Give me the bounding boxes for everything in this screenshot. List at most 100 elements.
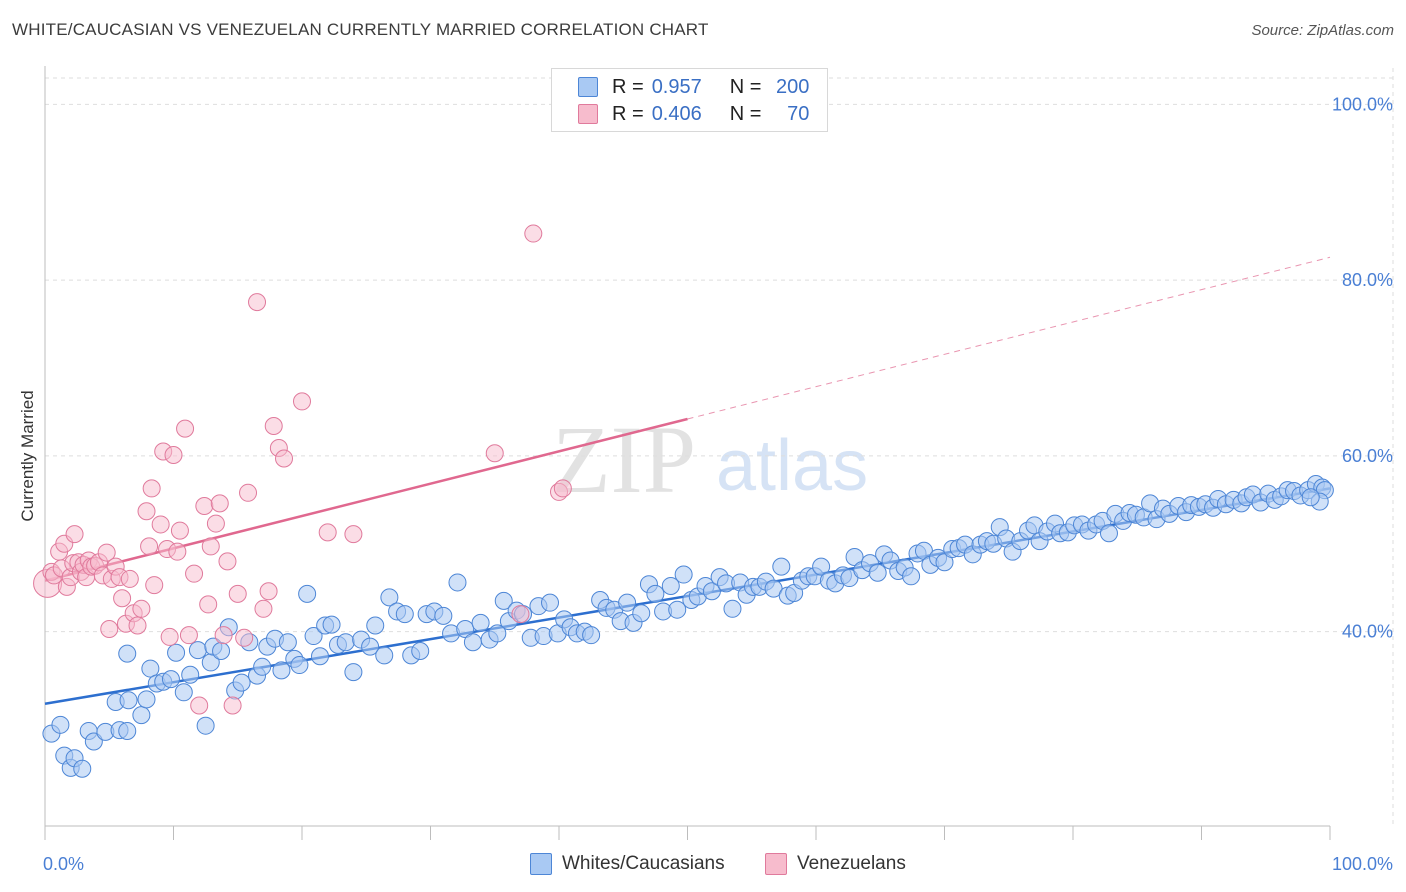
point-venezuelans xyxy=(179,626,198,645)
tick-labels: 40.0% 60.0% 80.0% 100.0% 0.0% 100.0% xyxy=(43,94,1393,874)
point-venezuelans xyxy=(206,514,225,533)
point-venezuelans xyxy=(214,626,233,645)
point-whites xyxy=(434,606,453,625)
chart-title: WHITE/CAUCASIAN VS VENEZUELAN CURRENTLY … xyxy=(12,20,709,39)
point-venezuelans xyxy=(485,444,504,463)
legend-swatch-pink xyxy=(578,104,598,124)
point-venezuelans xyxy=(132,599,151,618)
point-venezuelans xyxy=(524,224,543,243)
legend-n-label: N = xyxy=(729,102,762,125)
point-venezuelans xyxy=(100,620,119,639)
y-tick-label: 40.0% xyxy=(1342,622,1393,642)
point-whites xyxy=(310,647,329,666)
bottom-legend-swatch-pink xyxy=(765,853,787,875)
point-whites xyxy=(322,615,341,634)
point-venezuelans xyxy=(170,521,189,540)
y-tick-label: 60.0% xyxy=(1342,446,1393,466)
point-whites xyxy=(141,659,160,678)
point-venezuelans xyxy=(318,523,337,542)
point-venezuelans xyxy=(228,584,247,603)
point-whites xyxy=(632,604,651,623)
watermark-atlas: atlas xyxy=(716,426,868,506)
point-whites xyxy=(380,588,399,607)
point-whites xyxy=(375,646,394,665)
bottom-legend-venezuelans: Venezuelans xyxy=(765,852,906,876)
point-whites xyxy=(73,759,92,778)
bottom-legend-swatch-blue xyxy=(530,853,552,875)
point-venezuelans xyxy=(113,589,132,608)
point-whites xyxy=(278,633,297,652)
point-whites xyxy=(845,547,864,566)
point-whites xyxy=(336,633,355,652)
point-venezuelans xyxy=(142,479,161,498)
point-venezuelans xyxy=(168,542,187,561)
point-venezuelans xyxy=(145,576,164,595)
point-venezuelans xyxy=(210,494,229,513)
point-venezuelans xyxy=(239,483,258,502)
point-whites xyxy=(541,593,560,612)
point-whites xyxy=(764,579,783,598)
point-venezuelans xyxy=(553,479,572,498)
x-tick-label: 0.0% xyxy=(43,854,84,874)
point-venezuelans xyxy=(65,525,84,544)
y-tick-label: 80.0% xyxy=(1342,270,1393,290)
point-whites xyxy=(812,557,831,576)
point-whites xyxy=(582,626,601,645)
point-whites xyxy=(212,641,231,660)
point-whites xyxy=(51,715,70,734)
point-whites xyxy=(272,661,291,680)
point-whites xyxy=(290,656,309,675)
point-whites xyxy=(119,691,138,710)
point-whites xyxy=(304,627,323,646)
legend-swatch-blue xyxy=(578,77,598,97)
point-venezuelans xyxy=(264,417,283,436)
point-whites xyxy=(167,643,186,662)
bottom-legend-label-venezuelans: Venezuelans xyxy=(797,853,906,874)
point-venezuelans xyxy=(151,515,170,534)
point-whites xyxy=(196,716,215,735)
point-venezuelans xyxy=(223,696,242,715)
point-whites xyxy=(395,605,414,624)
point-whites xyxy=(668,600,687,619)
point-whites xyxy=(488,624,507,643)
legend-r-label: R = xyxy=(612,75,644,98)
point-venezuelans xyxy=(176,419,195,438)
point-venezuelans xyxy=(218,552,237,571)
y-tick-label: 100.0% xyxy=(1332,94,1393,114)
point-venezuelans xyxy=(140,537,159,556)
point-whites xyxy=(723,599,742,618)
point-whites xyxy=(411,641,430,660)
legend-r-value: 0.957 xyxy=(651,75,702,98)
point-whites xyxy=(361,637,380,656)
point-venezuelans xyxy=(293,392,311,411)
point-venezuelans xyxy=(97,543,116,562)
point-venezuelans xyxy=(160,627,179,646)
point-whites xyxy=(463,633,482,652)
point-whites xyxy=(174,683,193,702)
trendline-venezuelans-extension xyxy=(687,256,1331,420)
point-venezuelans xyxy=(137,502,156,521)
point-whites xyxy=(646,584,665,603)
point-whites xyxy=(456,620,475,639)
point-whites xyxy=(935,553,954,572)
point-whites xyxy=(84,732,103,751)
legend-n-value: 70 xyxy=(787,102,810,125)
chart-source: Source: ZipAtlas.com xyxy=(1251,22,1394,39)
point-venezuelans xyxy=(199,595,218,614)
point-whites xyxy=(161,670,180,689)
point-whites xyxy=(618,593,637,612)
legend-n-value: 200 xyxy=(776,75,810,98)
point-whites xyxy=(494,591,513,610)
point-whites xyxy=(772,557,791,576)
point-venezuelans xyxy=(248,293,267,312)
point-whites xyxy=(674,565,693,584)
point-whites xyxy=(181,665,200,684)
point-whites xyxy=(840,569,859,588)
legend-n-label: N = xyxy=(729,75,762,98)
bottom-legend-label-whites: Whites/Caucasians xyxy=(562,853,725,874)
scatter-points xyxy=(33,224,1334,778)
point-venezuelans xyxy=(254,599,273,618)
point-venezuelans xyxy=(185,564,204,583)
point-venezuelans xyxy=(275,449,294,468)
